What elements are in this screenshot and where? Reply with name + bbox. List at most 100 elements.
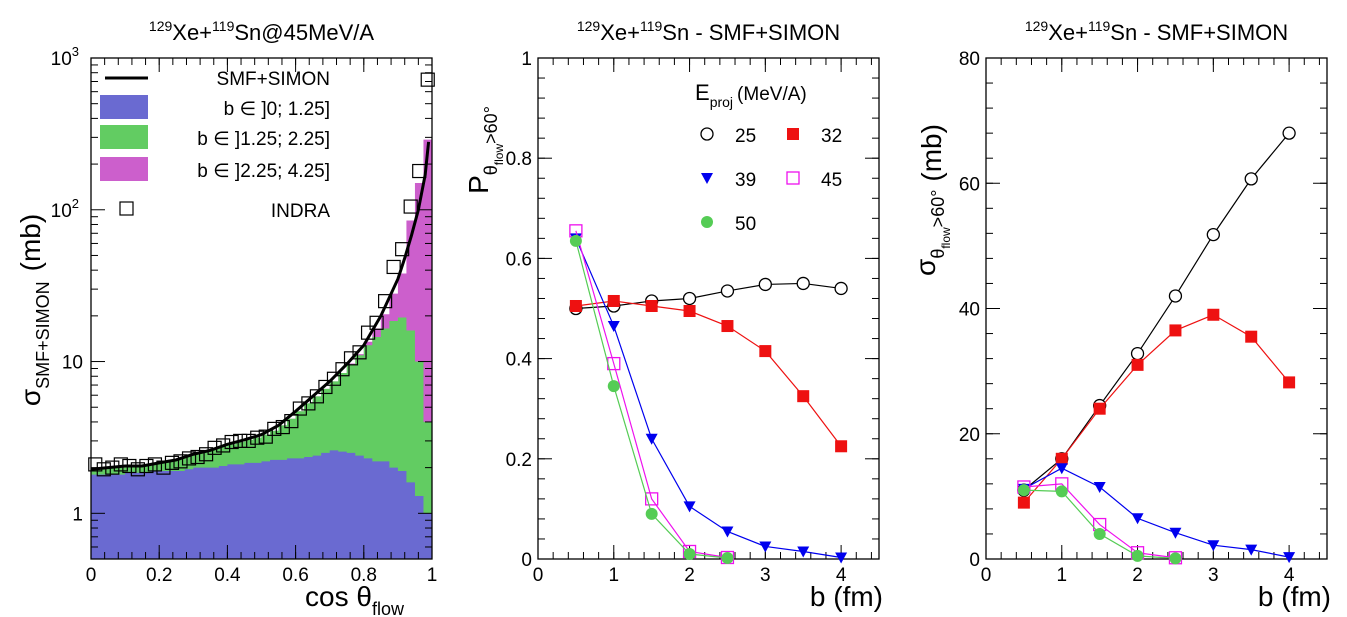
series-point-39 (721, 526, 734, 538)
y-axis-label-group: σθflow>60° (mb) (910, 124, 953, 276)
y-tick-base: 10 (51, 201, 72, 222)
indra-point (335, 362, 350, 377)
title-elem-a: Xe+ (172, 20, 212, 45)
legend-label: 25 (735, 126, 756, 147)
series-point-39 (797, 546, 810, 558)
y-tick-label: 80 (959, 49, 980, 70)
x-tick-label: 0 (533, 565, 544, 586)
legend-label: b ∈ ]0; 1.25] (224, 99, 330, 120)
plot-frame (90, 57, 433, 560)
indra-point (352, 345, 367, 360)
title-elem-a: Xe+ (1048, 20, 1088, 45)
y-axis-label: σθflow>60° (mb) (910, 124, 953, 276)
series-point-39 (645, 433, 658, 445)
indra-point (233, 433, 248, 448)
series-point-39 (835, 552, 848, 564)
series-point-32 (1131, 358, 1144, 371)
series-point-50 (1017, 484, 1030, 497)
indra-point (292, 401, 307, 416)
series-line-32 (575, 300, 842, 447)
series-point-39 (683, 501, 696, 513)
series-point-39 (607, 321, 620, 333)
legend-title-sub: proj (710, 94, 733, 110)
legend-swatch-box (100, 95, 148, 119)
y-tick-label: 20 (959, 425, 980, 446)
series-point-32 (1283, 376, 1296, 389)
indra-point (216, 438, 231, 453)
series-point-39 (1283, 552, 1296, 564)
series-point-50 (683, 547, 696, 560)
legend-label: 32 (821, 126, 842, 147)
legend-label: INDRA (271, 201, 330, 222)
legend-swatch-box (100, 157, 148, 181)
indra-point (88, 457, 103, 472)
series-point-25 (1168, 289, 1183, 303)
series-point-50 (645, 507, 658, 520)
y-axis-label-subsub: flow (939, 227, 953, 249)
y-axis-label: σSMF+SIMON (mb) (15, 214, 53, 406)
chart-title: 129Xe+119Sn - SMF+SIMON (1025, 18, 1288, 45)
x-tick-label: 3 (1208, 565, 1219, 586)
series-point-50 (607, 380, 620, 393)
title-mass-b: 119 (1088, 18, 1111, 34)
series-point-32 (569, 299, 582, 312)
y-axis-label-group: Pθflow>60° (463, 106, 506, 194)
series-line-39 (1023, 467, 1290, 558)
series-line-39 (575, 238, 842, 559)
series-point-32 (759, 345, 772, 358)
series-point-32 (1245, 330, 1258, 343)
indra-point (267, 421, 282, 436)
y-axis-label-unit: (mb) (916, 124, 947, 182)
y-axis-label: Pθflow>60° (463, 106, 506, 194)
series-line-45 (1023, 483, 1176, 559)
chart-title: 129Xe+119Sn@45MeV/A (149, 18, 375, 45)
series-point-45 (645, 492, 659, 506)
series-point-39 (1245, 544, 1258, 556)
series-point-32 (607, 294, 620, 307)
y-tick-label: 0.4 (506, 350, 533, 371)
legend-title: Eproj (MeV/A) (695, 80, 807, 110)
x-tick-label: 0.2 (146, 565, 172, 586)
y-tick-label: 40 (959, 300, 980, 321)
series-point-50 (1093, 527, 1106, 540)
y-axis-label-unit: (mb) (15, 214, 46, 272)
indra-point (326, 371, 342, 386)
series-point-32 (835, 440, 848, 453)
series-point-25 (1244, 172, 1258, 186)
title-mass-a: 129 (149, 18, 173, 34)
series-point-25 (720, 284, 735, 298)
y-axis-label-suffix: >60° (928, 190, 948, 228)
stack-area-0 (91, 450, 432, 559)
series-line-25 (1023, 132, 1290, 491)
series-point-50 (721, 551, 734, 564)
series-point-39 (1131, 513, 1144, 525)
x-axis-label: b (fm) (1258, 581, 1331, 612)
x-tick-label: 1 (1056, 565, 1067, 586)
x-tick-label: 2 (684, 565, 695, 586)
legend-marker-45 (786, 171, 800, 185)
legend-label: b ∈ ]1.25; 2.25] (197, 129, 330, 150)
y-tick-label: 10 (62, 353, 83, 374)
indra-point (403, 199, 418, 214)
y-axis-label-main: σ (15, 389, 46, 406)
x-axis-label: b (fm) (810, 581, 883, 612)
plot-frame (537, 57, 880, 560)
legend-marker-25 (700, 127, 714, 141)
series-point-25 (1206, 227, 1220, 242)
series-line-45 (575, 230, 728, 559)
series-point-25 (1130, 346, 1145, 361)
series-point-39 (1093, 481, 1106, 493)
y-tick-label: 1 (72, 504, 83, 525)
indra-point (386, 259, 401, 275)
y-tick-exponent: 3 (72, 44, 79, 59)
title-mass-a: 129 (577, 18, 601, 34)
chart-title: 129Xe+119Sn - SMF+SIMON (577, 18, 840, 45)
legend-title-unit: (MeV/A) (737, 84, 807, 105)
y-tick-label: 1 (521, 49, 532, 70)
series-point-25 (758, 277, 772, 292)
y-tick-label: 102 (51, 196, 79, 222)
legend-label: 45 (821, 170, 842, 191)
y-tick-label: 60 (959, 174, 980, 195)
y-axis-label-sub: θ (928, 249, 948, 259)
